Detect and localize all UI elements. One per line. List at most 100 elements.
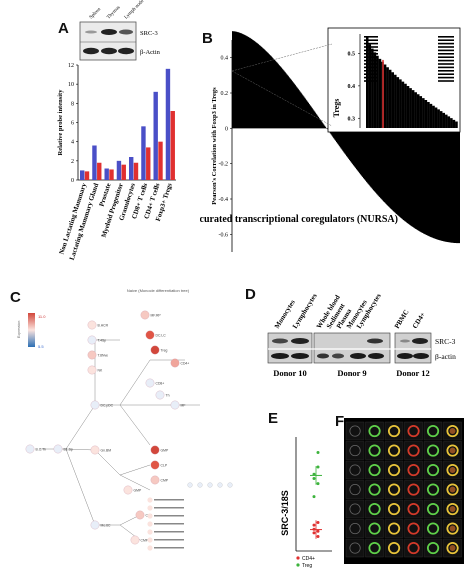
f-cell-object — [446, 522, 459, 535]
f-cell-object — [426, 424, 440, 438]
legend-treg: Treg — [302, 563, 312, 569]
c-leaf-node — [147, 521, 153, 527]
a-bar — [146, 147, 151, 180]
a-ylabel: Relative probe intensity — [57, 89, 64, 156]
b-ylabel: Pearson's Correlation with Foxp3 in Treg… — [211, 87, 218, 205]
inset-gene-label — [364, 53, 378, 55]
inset-gene-label — [438, 46, 454, 48]
inset-gene-label — [364, 39, 378, 41]
panel-letter-a: A — [58, 20, 69, 37]
f-cell — [384, 460, 404, 480]
e-point — [312, 495, 316, 499]
f-cell — [345, 421, 365, 441]
panel-f-figure — [344, 418, 464, 564]
inset-gene-label — [364, 59, 378, 62]
a-bar — [92, 145, 97, 180]
a-bar — [109, 169, 114, 180]
f-cell-object — [368, 444, 381, 457]
panel-c-figure: 11.0 5.5 Expression Naive (Monocle diffe… — [17, 288, 233, 551]
c-node-label: B.HCR — [98, 323, 109, 327]
f-cell-nucleus — [449, 467, 456, 474]
c-leaf-label — [154, 539, 184, 541]
c-leaf-label — [154, 515, 184, 517]
f-cell-nucleus — [449, 486, 456, 493]
c-leaf-node — [217, 482, 223, 488]
f-cell-object — [349, 542, 361, 554]
f-cell-object — [407, 522, 420, 535]
d-lane-label: Lymphocytes — [291, 292, 319, 330]
a-lane-label: Lymph node — [124, 0, 146, 20]
f-cell-object — [446, 463, 459, 477]
e-point — [316, 529, 320, 533]
panel-b-annotation: 296 curated transcriptional coregulators… — [200, 214, 398, 225]
c-node-label: MF.RP — [151, 313, 162, 317]
b-ytick-label: -0.4 — [219, 197, 229, 203]
c-leaf-node — [187, 482, 193, 488]
panel-b-inset: 0.5 0.4 0.3 Tregs — [231, 27, 461, 133]
c-node — [130, 535, 140, 545]
f-cell — [345, 538, 365, 558]
b-ytick-label: -0.6 — [219, 232, 229, 238]
a-ytick-label: 8 — [71, 101, 74, 107]
panel-c-legend: 11.0 5.5 Expression — [17, 313, 46, 349]
c-node — [140, 310, 150, 320]
c-node-label: CMP — [161, 478, 169, 482]
c-node — [87, 350, 97, 360]
f-cell — [384, 499, 404, 519]
f-cell-object — [426, 522, 440, 535]
a-bar — [129, 157, 134, 180]
panel-letter-e: E — [268, 410, 279, 427]
f-cell-nucleus — [449, 545, 456, 552]
f-cell — [365, 480, 384, 499]
c-leaf-node — [147, 529, 153, 535]
f-cell-object — [349, 522, 361, 535]
inset-gene-label — [438, 56, 454, 58]
f-cell-object — [407, 424, 420, 438]
inset-gene-label — [364, 49, 378, 52]
c-edge — [119, 404, 151, 446]
f-cell-object — [387, 463, 401, 477]
c-edge — [119, 359, 151, 406]
f-cell-nucleus — [449, 428, 456, 435]
f-cell — [345, 480, 365, 499]
a-bar — [116, 160, 122, 180]
inset-gene-label — [364, 66, 378, 69]
c-edge — [94, 449, 121, 476]
f-cell-object — [368, 483, 381, 496]
f-cell — [404, 499, 423, 519]
a-bar — [165, 68, 171, 180]
a-bar — [97, 162, 102, 180]
f-cell-object — [387, 424, 401, 438]
f-cell-object — [407, 444, 420, 457]
c-leaf-node — [207, 482, 213, 488]
a-bar — [80, 170, 85, 180]
blot-label-bactin: β-Actin — [140, 49, 161, 56]
c-node — [53, 444, 63, 454]
e-point — [312, 476, 316, 480]
panel-c-header: Naive (Monocle differentiation tree) — [127, 288, 190, 293]
inset-tick-label: 0.4 — [348, 84, 356, 90]
f-cell-object — [349, 444, 361, 457]
f-cell — [384, 421, 404, 441]
inset-gene-label — [438, 42, 454, 45]
c-node — [123, 485, 133, 495]
f-cell-object — [426, 444, 440, 457]
f-cell — [404, 441, 423, 460]
f-cell-object — [446, 483, 459, 496]
c-leaf-node — [147, 545, 153, 551]
f-cell-object — [349, 483, 361, 496]
f-cell — [423, 499, 443, 519]
legend-max: 11.0 — [38, 314, 46, 319]
f-cell — [345, 460, 365, 480]
f-cell — [423, 519, 443, 538]
e-point — [316, 451, 320, 455]
f-cell-object — [426, 483, 440, 496]
c-node — [90, 400, 100, 410]
f-cell-object — [387, 541, 401, 555]
f-cell — [404, 460, 423, 480]
f-cell-object — [407, 541, 420, 555]
inset-bars — [366, 37, 458, 128]
c-node-label: MF — [181, 403, 186, 407]
f-cell-object — [407, 483, 420, 496]
